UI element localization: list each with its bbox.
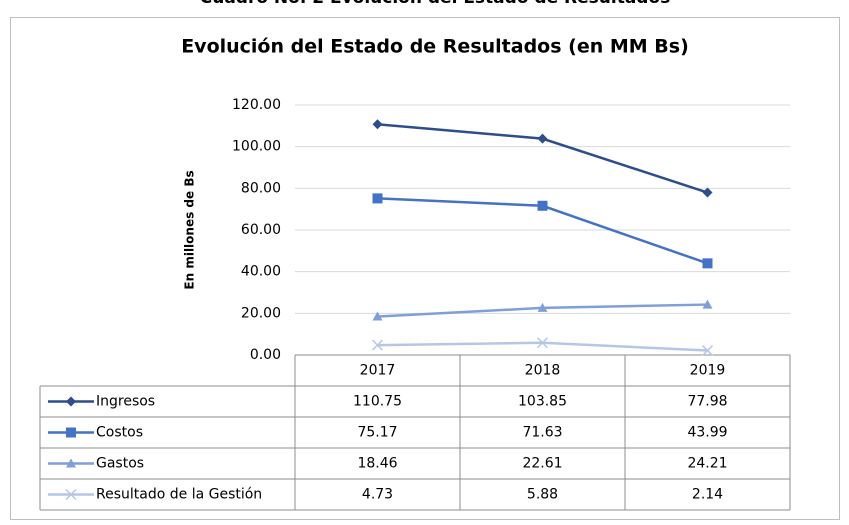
marker [702,299,713,309]
y-tick-label: 0.00 [250,347,281,363]
marker [701,345,714,357]
y-tick-label: 120.00 [232,97,281,113]
table-cell: 77.98 [687,394,727,410]
table-cell: 2.14 [692,487,723,503]
chart-title: Evolución del Estado de Resultados (en M… [181,36,689,58]
legend-marker [66,427,76,438]
table-cell: 110.75 [353,394,402,410]
table-cell: 24.21 [687,456,727,472]
y-tick-label: 100.00 [232,139,281,155]
legend-marker [65,488,77,501]
legend-marker [66,458,76,468]
y-tick-label: 40.00 [241,264,281,280]
caption: Cuadro No. 2 Evolución del Estado de Res… [200,0,671,8]
table-cell: 71.63 [522,425,562,441]
marker [536,337,549,349]
table-cell: 103.85 [518,394,567,410]
x-tick-label: 2018 [525,363,561,379]
legend-label: Ingresos [96,394,155,410]
y-tick-label: 60.00 [241,222,281,238]
legend-label: Resultado de la Gestión [96,487,262,503]
marker [372,119,383,130]
marker [702,258,713,269]
table-cell: 4.73 [362,487,393,503]
chart-border [10,17,840,520]
marker [372,193,383,204]
table-cell: 75.17 [357,425,397,441]
y-tick-label: 20.00 [241,305,281,321]
marker [371,339,384,351]
marker [372,311,383,321]
series-line [377,341,708,352]
table-cell: 43.99 [687,425,727,441]
marker [537,200,548,211]
y-axis-label: En millones de Bs [183,170,197,289]
legend-label: Gastos [96,456,144,472]
marker [537,302,548,312]
marker [702,187,713,198]
table-cell: 22.61 [522,456,562,472]
legend-label: Costos [96,425,143,441]
table-cell: 5.88 [527,487,558,503]
marker [537,133,548,144]
x-tick-label: 2019 [690,363,726,379]
table-cell: 18.46 [357,456,397,472]
legend-marker [66,396,76,407]
x-tick-label: 2017 [360,363,396,379]
y-tick-label: 80.00 [241,180,281,196]
